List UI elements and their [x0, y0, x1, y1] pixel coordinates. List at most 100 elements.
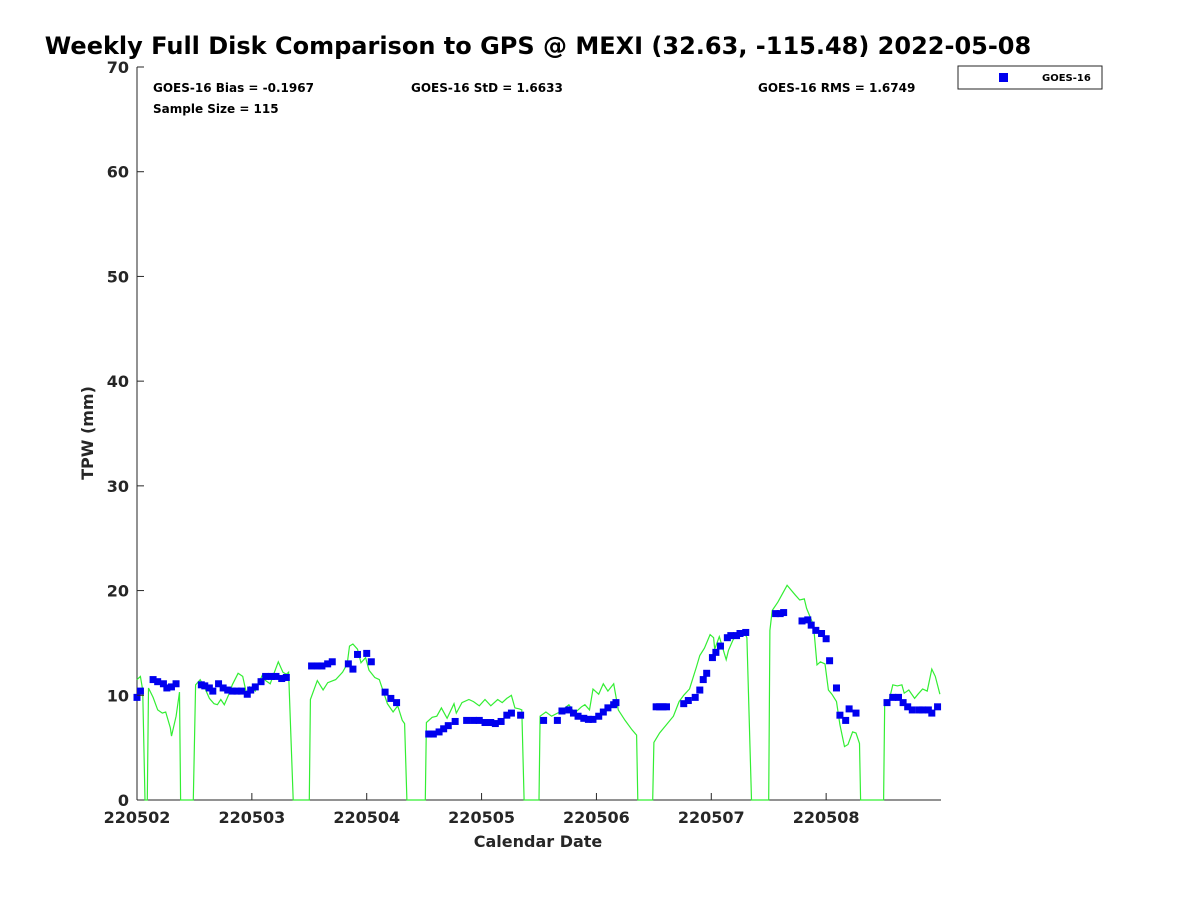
x-tick-label: 220503: [218, 808, 285, 827]
goes-point: [387, 694, 395, 702]
goes-point: [219, 684, 227, 692]
goes-point: [826, 657, 834, 665]
goes-point: [328, 658, 336, 666]
goes-point: [708, 654, 716, 662]
goes-point: [684, 697, 692, 705]
goes-point: [662, 703, 670, 711]
goes-point: [691, 693, 699, 701]
goes-point: [569, 709, 577, 717]
goes-point: [842, 716, 850, 724]
goes-point: [736, 630, 744, 638]
goes-point: [324, 660, 332, 668]
goes-point: [429, 730, 437, 738]
goes-point: [565, 706, 573, 714]
bias-annotation: GOES-16 Bias = -0.1967: [153, 81, 314, 95]
y-tick-label: 20: [107, 582, 129, 601]
goes-point: [201, 682, 209, 690]
goes-point: [503, 711, 511, 719]
goes-point: [149, 676, 157, 684]
goes-point: [580, 714, 588, 722]
goes-point: [584, 715, 592, 723]
goes-point: [928, 709, 936, 717]
goes-point: [393, 699, 401, 707]
goes-point: [440, 725, 448, 733]
goes-point: [257, 678, 265, 686]
goes-point: [604, 704, 612, 712]
goes-point: [517, 711, 525, 719]
goes-point: [172, 680, 180, 688]
legend-box: [957, 65, 1103, 90]
goes-point: [475, 716, 483, 724]
goes-point: [727, 632, 735, 640]
goes-point: [699, 676, 707, 684]
goes-point: [435, 728, 443, 736]
y-tick-label: 10: [107, 686, 129, 705]
goes-point: [136, 687, 144, 695]
goes-point: [507, 709, 515, 717]
goes-point: [425, 730, 433, 738]
goes-point: [481, 719, 489, 727]
goes-point: [812, 626, 820, 634]
goes-point: [798, 617, 806, 625]
goes-point: [262, 672, 270, 680]
goes-point: [228, 687, 236, 695]
x-tick-label: 220507: [678, 808, 745, 827]
goes-point: [243, 690, 251, 698]
sample-size-annotation: Sample Size = 115: [153, 102, 279, 116]
legend-label-goes: GOES-16: [1042, 73, 1091, 84]
std-annotation: GOES-16 StD = 1.6633: [411, 81, 563, 95]
y-tick-label: 50: [107, 267, 129, 286]
y-tick-label: 60: [107, 163, 129, 182]
goes-point: [159, 680, 167, 688]
goes-point: [167, 683, 175, 691]
goes-point: [895, 693, 903, 701]
goes-point: [367, 658, 375, 666]
goes-point: [154, 678, 162, 686]
goes-point: [680, 700, 688, 708]
goes-point: [712, 648, 720, 656]
x-tick-label: 220502: [104, 808, 171, 827]
x-tick-label: 220508: [793, 808, 860, 827]
goes-point: [599, 708, 607, 716]
goes-point: [883, 699, 891, 707]
y-tick-label: 70: [107, 58, 129, 77]
goes-point: [807, 621, 815, 629]
goes-point: [716, 642, 724, 650]
goes-point: [444, 722, 452, 730]
goes-point: [553, 716, 561, 724]
goes-point: [804, 616, 812, 624]
goes-point: [889, 693, 897, 701]
legend-marker-goes: [999, 73, 1008, 82]
goes-point: [354, 650, 362, 658]
goes-point: [224, 686, 232, 694]
goes-point: [363, 649, 371, 657]
goes-point: [344, 660, 352, 668]
goes-point: [558, 707, 566, 715]
gps-series: [136, 584, 941, 801]
goes-point: [491, 720, 499, 728]
goes-point: [595, 712, 603, 720]
gps-line: [136, 584, 941, 801]
chart-title: Weekly Full Disk Comparison to GPS @ MEX…: [45, 32, 1031, 60]
goes-point: [487, 719, 495, 727]
goes-point: [772, 610, 780, 618]
goes-point: [612, 699, 620, 707]
goes-point: [589, 715, 597, 723]
y-tick-label: 0: [118, 791, 129, 810]
goes-point: [233, 687, 241, 695]
goes-point: [908, 706, 916, 714]
y-tick-label: 30: [107, 477, 129, 496]
y-axis-label: TPW (mm): [78, 386, 97, 480]
goes-point: [818, 630, 826, 638]
x-axis-label: Calendar Date: [474, 832, 603, 851]
rms-annotation: GOES-16 RMS = 1.6749: [758, 81, 915, 95]
legend: GOES-16: [957, 65, 1103, 90]
goes-point: [574, 712, 582, 720]
goes-point: [349, 665, 357, 673]
goes-point: [163, 684, 171, 692]
goes-point: [451, 717, 459, 725]
goes-point: [318, 662, 326, 670]
goes-point: [209, 687, 217, 695]
goes-point: [238, 687, 246, 695]
goes-point: [463, 716, 471, 724]
